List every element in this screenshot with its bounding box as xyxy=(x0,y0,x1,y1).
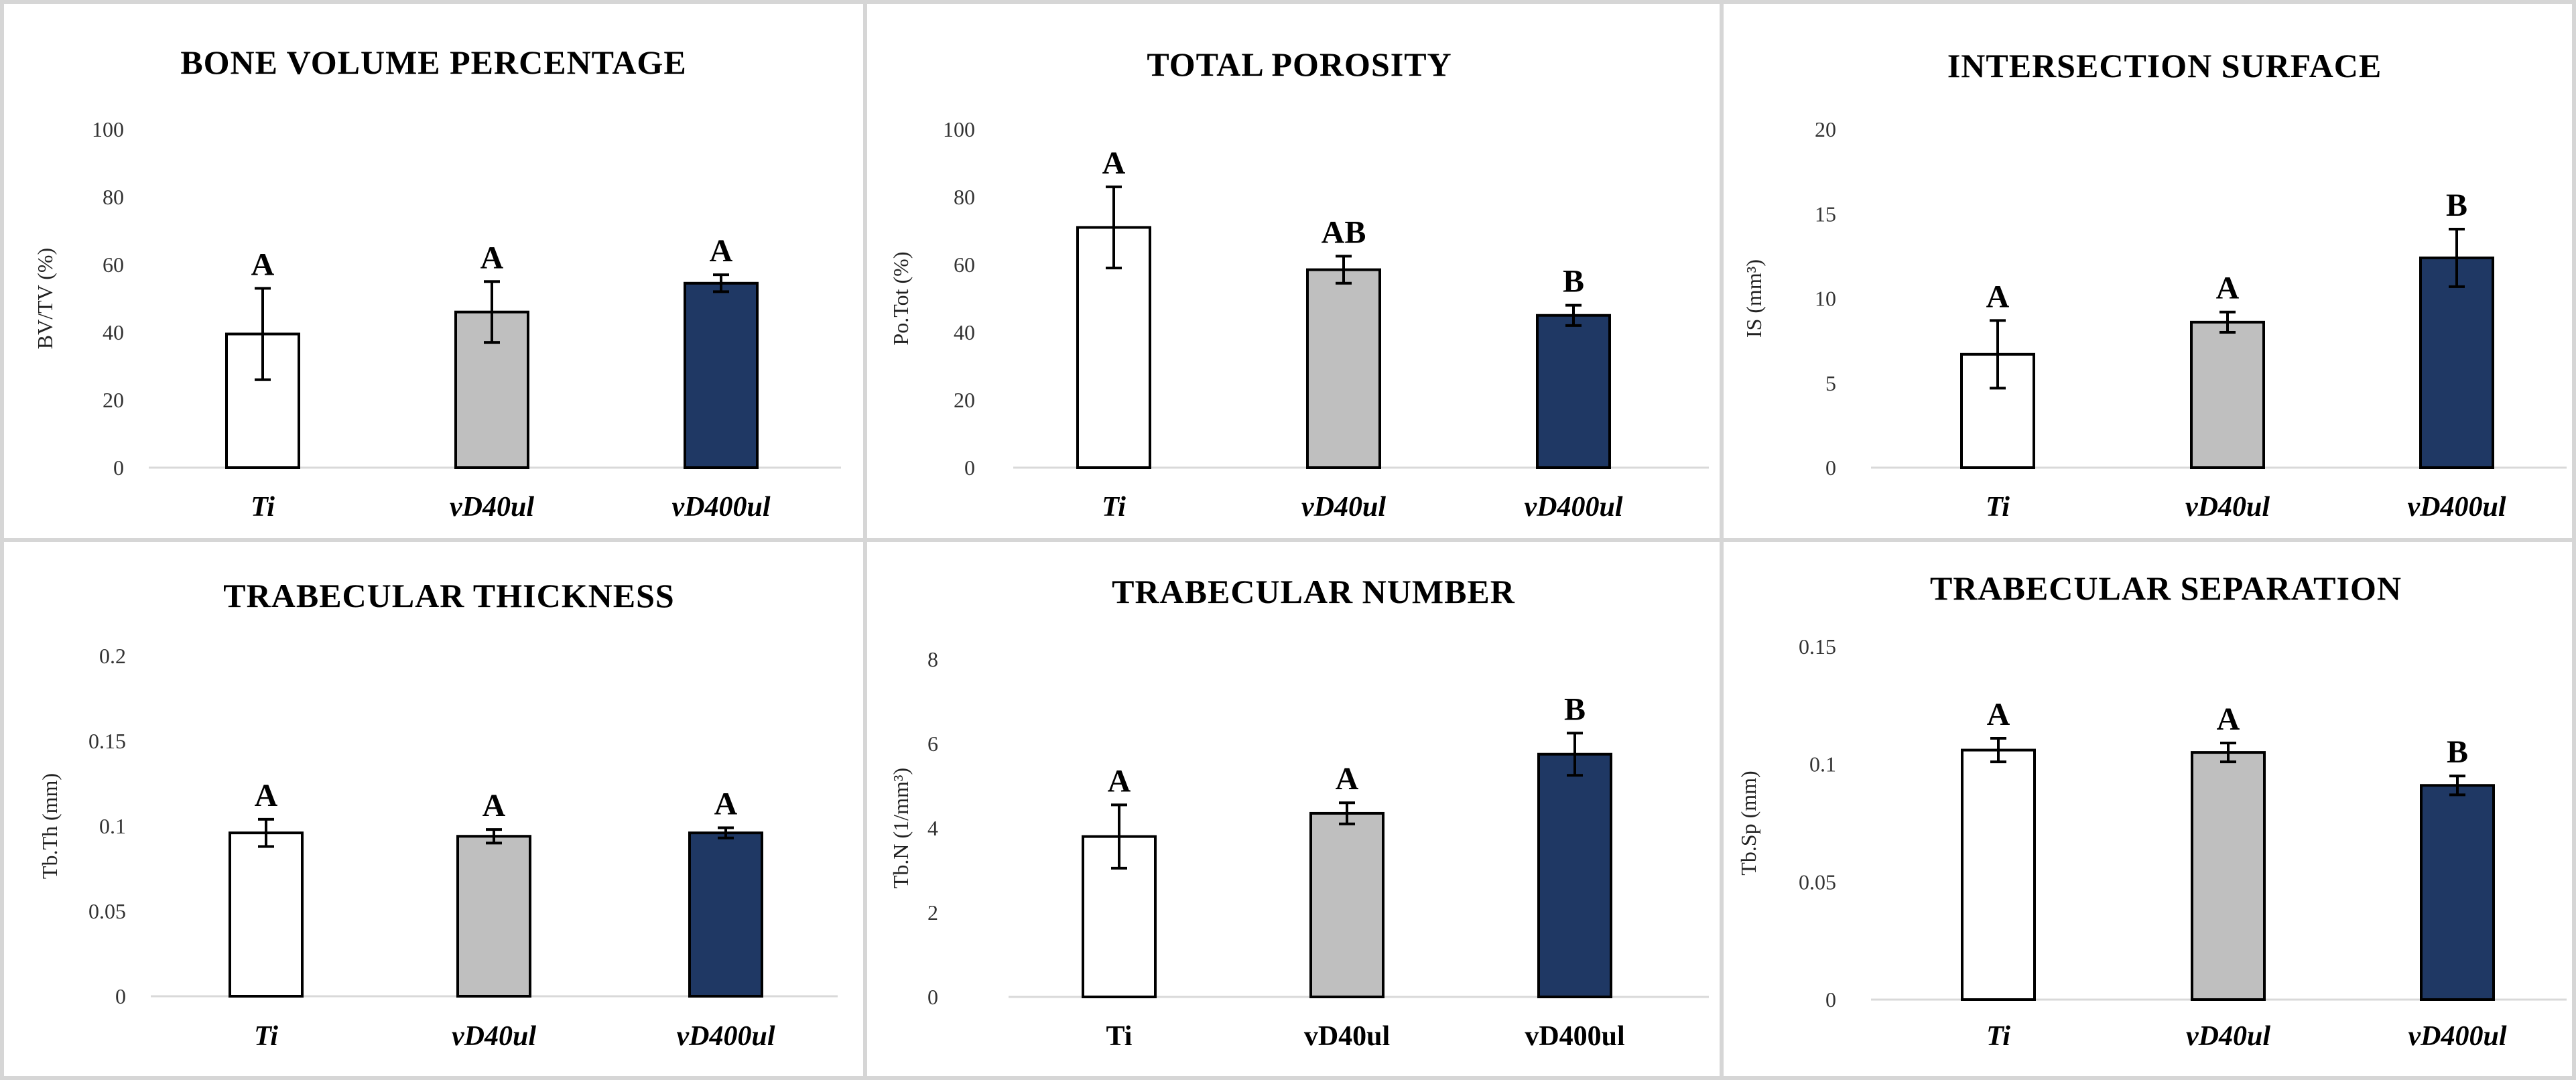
category-label: vD40ul xyxy=(1304,1021,1390,1052)
y-tick-label: 0.15 xyxy=(88,729,126,753)
category-label: vD40ul xyxy=(2186,1021,2270,1052)
y-tick-label: 100 xyxy=(943,117,975,141)
significance-label: A xyxy=(251,247,275,282)
significance-label: B xyxy=(2446,188,2467,223)
bar-vD40ul xyxy=(2190,320,2265,469)
chart-panel-6: TRABECULAR SEPARATION 0 0.05 0.1 0.15 Tb.Sp (… xyxy=(1736,569,2567,1052)
chart-title: TRABECULAR THICKNESS xyxy=(223,577,674,614)
bar-vD40ul xyxy=(1306,268,1381,469)
bar-vD400ul xyxy=(688,831,763,998)
y-tick-label: 15 xyxy=(1815,202,1836,226)
y-axis-label: Tb.Th (mm) xyxy=(38,773,62,879)
category-label: vD40ul xyxy=(1301,492,1386,523)
y-tick-label: 0 xyxy=(927,985,938,1009)
y-axis-label: Po.Tot (%) xyxy=(889,252,913,346)
category-label: vD400ul xyxy=(1525,1021,1624,1052)
y-tick-label: 20 xyxy=(1815,117,1836,141)
chart-panel-5: TRABECULAR NUMBER 0 2 4 6 8 Tb.N (1/mm³) A Ti AvD… xyxy=(889,573,1709,1052)
y-tick-label: 6 xyxy=(927,732,938,756)
y-tick-label: 0.2 xyxy=(99,644,126,668)
significance-label: B xyxy=(2447,734,2468,770)
significance-label: A xyxy=(710,233,733,269)
y-tick-label: 20 xyxy=(954,388,975,412)
chart-title: BONE VOLUME PERCENTAGE xyxy=(180,44,686,81)
category-label: vD400ul xyxy=(672,492,771,523)
y-tick-label: 0 xyxy=(1825,988,1836,1012)
chart-panel-3: INTERSECTION SURFACE 0 5 10 15 20 IS (mm³) A Ti A… xyxy=(1742,47,2567,523)
significance-label: B xyxy=(1564,691,1586,727)
y-tick-label: 60 xyxy=(103,253,124,277)
y-tick-label: 0.05 xyxy=(1799,870,1836,894)
chart-title: TRABECULAR NUMBER xyxy=(1112,573,1515,610)
significance-label: A xyxy=(1987,697,2010,732)
bar-vD40ul xyxy=(1309,811,1384,998)
y-tick-label: 100 xyxy=(92,117,124,141)
y-tick-label: 10 xyxy=(1815,287,1836,311)
significance-label: A xyxy=(1108,763,1131,799)
significance-label: AB xyxy=(1322,214,1366,250)
category-label: Ti xyxy=(1102,492,1126,523)
bar-vD40ul xyxy=(456,835,531,998)
bar-Ti xyxy=(229,831,304,998)
chart-title: TRABECULAR SEPARATION xyxy=(1930,569,2402,607)
category-label: vD40ul xyxy=(452,1021,536,1052)
y-tick-label: 8 xyxy=(927,647,938,671)
y-tick-label: 0 xyxy=(1825,456,1836,480)
chart-panel-4: TRABECULAR THICKNESS 0 0.05 0.1 0.15 0.2 Tb.Th… xyxy=(38,577,838,1052)
category-label: Ti xyxy=(251,492,275,523)
significance-label: A xyxy=(1986,279,2010,314)
significance-label: A xyxy=(482,788,506,823)
category-label: vD40ul xyxy=(450,492,534,523)
bar-vD40ul xyxy=(2191,751,2266,1001)
category-label: vD400ul xyxy=(2408,1021,2507,1052)
category-label: vD400ul xyxy=(2408,492,2506,523)
y-tick-label: 80 xyxy=(954,185,975,209)
chart-panel-2: TOTAL POROSITY 0 20 40 60 80 100 Po.Tot (%) A Ti A… xyxy=(889,46,1709,523)
y-tick-label: 40 xyxy=(954,320,975,344)
chart-panel-1: BONE VOLUME PERCENTAGE 0 20 40 60 80 100 BV/TV … xyxy=(33,44,841,523)
category-label: Ti xyxy=(1986,492,2010,523)
y-tick-label: 0.1 xyxy=(1809,752,1836,776)
significance-label: A xyxy=(255,778,278,813)
y-tick-label: 5 xyxy=(1825,371,1836,395)
chart-title: TOTAL POROSITY xyxy=(1147,46,1452,83)
y-tick-label: 60 xyxy=(954,253,975,277)
significance-label: A xyxy=(714,787,738,822)
y-tick-label: 4 xyxy=(927,816,938,840)
category-label: Ti xyxy=(1106,1021,1133,1052)
y-tick-label: 0.1 xyxy=(99,814,126,838)
category-label: vD40ul xyxy=(2185,492,2270,523)
bar-vD400ul xyxy=(2420,784,2495,1001)
y-axis-label: IS (mm³) xyxy=(1742,259,1766,338)
y-axis-label: BV/TV (%) xyxy=(33,248,57,349)
y-tick-label: 40 xyxy=(103,320,124,344)
y-tick-label: 0.15 xyxy=(1799,634,1836,659)
significance-label: A xyxy=(480,240,504,275)
category-label: Ti xyxy=(254,1021,278,1052)
significance-label: A xyxy=(1102,145,1126,181)
y-axis-label: Tb.N (1/mm³) xyxy=(889,768,913,888)
bar-vD400ul xyxy=(684,281,759,469)
significance-label: A xyxy=(1336,761,1359,797)
y-tick-label: 0 xyxy=(115,984,126,1008)
y-tick-label: 20 xyxy=(103,388,124,412)
category-label: Ti xyxy=(1986,1021,2010,1052)
y-axis-label: Tb.Sp (mm) xyxy=(1736,770,1760,875)
y-tick-label: 0 xyxy=(113,456,124,480)
y-tick-label: 2 xyxy=(927,900,938,925)
significance-label: A xyxy=(2216,271,2240,306)
y-tick-label: 0.05 xyxy=(88,899,126,923)
bar-vD400ul xyxy=(1537,752,1612,998)
significance-label: B xyxy=(1563,264,1584,299)
bar-Ti xyxy=(1961,748,2036,1001)
significance-label: A xyxy=(2217,701,2240,737)
chart-title: INTERSECTION SURFACE xyxy=(1947,47,2382,84)
category-label: vD400ul xyxy=(1525,492,1623,523)
y-tick-label: 0 xyxy=(964,456,975,480)
bar-vD400ul xyxy=(1536,314,1611,469)
y-tick-label: 80 xyxy=(103,185,124,209)
bar-vD400ul xyxy=(2419,256,2494,469)
category-label: vD400ul xyxy=(677,1021,775,1052)
